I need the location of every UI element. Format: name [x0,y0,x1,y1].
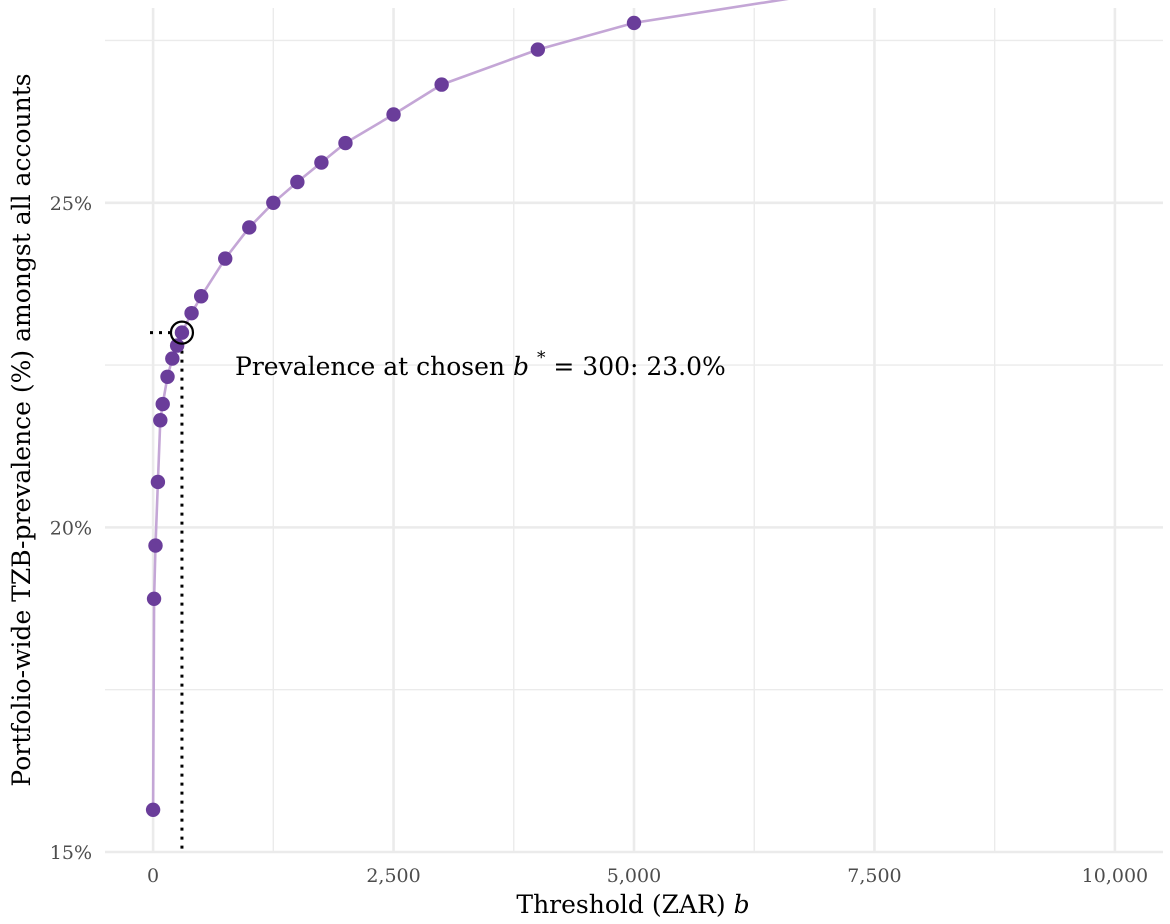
x-tick-label: 5,000 [607,865,661,887]
y-tick-label: 15% [50,842,92,864]
y-tick-label: 25% [50,193,92,215]
chosen-point-highlight [169,320,195,345]
data-point [193,289,209,304]
x-tick-label: 2,500 [366,865,420,887]
data-series [145,0,789,817]
data-point [184,305,199,321]
y-axis-ticks: 15% 20% 25% [50,193,92,864]
annotation-suffix: = 300: 23.0% [553,352,725,381]
data-point [434,77,449,92]
x-tick-label: 0 [147,865,159,887]
data-point [290,174,305,190]
data-point [160,369,175,384]
annotation-variable: b [513,352,529,381]
x-axis-ticks: 0 2,500 5,000 7,500 10,000 [147,865,1148,887]
data-point [145,802,161,817]
data-point [155,396,170,412]
data-point [150,474,166,490]
data-point [148,538,163,553]
reference-lines [150,331,184,852]
data-point [338,135,353,151]
data-point [169,338,185,353]
x-tick-label: 7,500 [847,865,901,887]
annotation-superscript: * [537,348,546,368]
y-tick-label: 20% [50,517,92,539]
chosen-threshold-annotation: Prevalence at chosen b * = 300: 23.0% [235,340,726,381]
annotation-prefix: Prevalence at chosen [235,352,505,381]
data-point [530,42,546,57]
data-point [218,251,233,266]
data-point [386,107,401,122]
x-tick-label: 10,000 [1082,865,1148,887]
data-point [153,413,168,428]
data-point [146,591,162,606]
grid-lines [105,8,1163,854]
data-point [314,155,329,170]
data-point [626,15,642,31]
x-axis-title: Threshold (ZAR) b [516,890,749,919]
data-point [165,351,180,366]
x-axis-label: Threshold (ZAR) [516,890,725,919]
data-point [242,220,257,235]
x-axis-variable: b [734,890,750,919]
data-point [174,325,190,340]
data-point [266,195,281,210]
series-line [151,0,789,810]
y-axis-title: Portfolio-wide TZB-prevalence (%) amongs… [7,73,36,786]
